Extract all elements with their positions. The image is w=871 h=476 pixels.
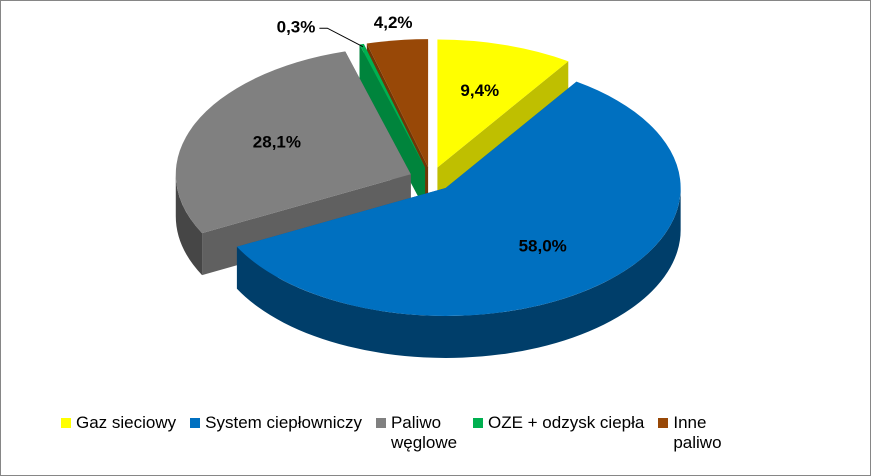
slice — [236, 81, 681, 358]
legend-label: OZE + odzysk ciepła — [487, 413, 645, 432]
slice-top — [359, 43, 426, 168]
data-label: 4,2% — [374, 13, 413, 32]
slice-top — [366, 39, 429, 168]
legend-swatch — [190, 418, 201, 428]
legend-item: OZE + odzysk ciepła — [472, 413, 645, 433]
data-label: 28,1% — [253, 132, 301, 151]
legend-item: Paliwo węglowe — [375, 413, 459, 453]
legend-item: Gaz sieciowy — [61, 413, 176, 433]
slice-side — [175, 174, 203, 276]
data-label: 9,4% — [460, 81, 499, 100]
legend-swatch — [375, 418, 386, 428]
slice-top — [236, 81, 681, 316]
legend-label: Inne paliwo — [673, 413, 722, 452]
legend-label: System ciepłowniczy — [205, 413, 362, 432]
data-label: 0,3% — [277, 18, 316, 37]
legend: Gaz sieciowy System ciepłowniczy Paliwo wę… — [61, 413, 741, 453]
slice-side — [236, 187, 681, 358]
legend-item: Inne paliwo — [658, 413, 741, 453]
data-label: 58,0% — [519, 237, 567, 256]
slice-top — [175, 51, 411, 234]
legend-item: System ciepłowniczy — [190, 413, 362, 433]
slice-top — [437, 39, 569, 168]
legend-swatch — [61, 418, 71, 428]
legend-label: Gaz sieciowy — [76, 413, 177, 432]
legend-swatch — [472, 418, 483, 428]
slice — [359, 43, 426, 210]
legend-swatch — [658, 418, 669, 428]
leader-line — [319, 27, 364, 48]
legend-label: Paliwo węglowe — [390, 413, 458, 452]
slice-edge-face — [363, 43, 426, 210]
